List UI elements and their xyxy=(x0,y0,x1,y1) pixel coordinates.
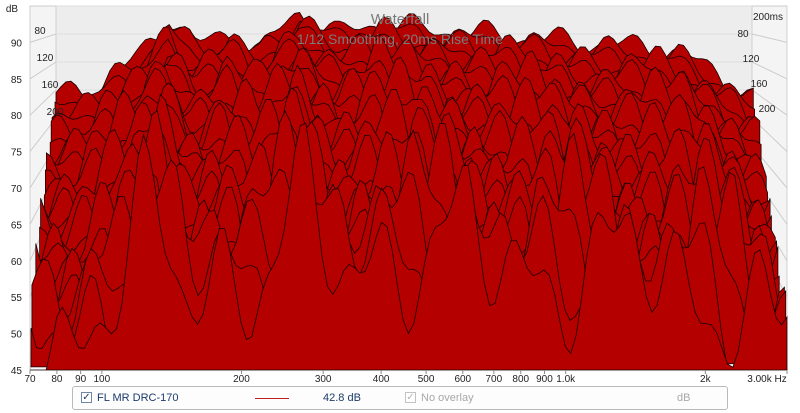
grid-line xyxy=(751,33,788,43)
y-tick-label: 65 xyxy=(11,220,23,231)
time-tick-label-left: 200 xyxy=(47,107,64,118)
time-tick-label-right: 200ms xyxy=(753,12,783,23)
time-tick-label-right: 200 xyxy=(759,104,776,115)
x-tick-label: 500 xyxy=(418,374,435,384)
y-tick-label: 50 xyxy=(11,330,23,341)
y-tick-label: 70 xyxy=(11,184,23,195)
x-tick-label: 80 xyxy=(51,374,63,384)
time-axis: 80 120 160 200 200ms 80 120 160 200 xyxy=(34,12,783,118)
legend-bar: ✓ FL MR DRC-170 42.8 dB ✓ No overlay dB xyxy=(72,386,728,410)
x-tick-label: 200 xyxy=(233,374,250,384)
trace-name: FL MR DRC-170 xyxy=(97,392,179,404)
waterfall-chart: dB 45 50 55 60 65 70 75 80 85 90 70 80 90 100 200 300 40… xyxy=(6,4,788,384)
waterfall-slices xyxy=(30,12,788,371)
x-axis: 70 80 90 100 200 300 400 500 600 700 800 900 1.0k 2k 3… xyxy=(24,370,788,384)
overlay-checkbox[interactable]: ✓ xyxy=(405,392,416,403)
grid-line xyxy=(29,33,57,43)
y-tick-label: 55 xyxy=(11,293,23,304)
overlay-unit: dB xyxy=(677,392,691,404)
x-tick-label: 800 xyxy=(512,374,529,384)
waterfall-slice xyxy=(30,122,788,371)
x-tick-label: 1.0k xyxy=(556,374,576,384)
chart-subtitle: 1/12 Smoothing, 20ms Rise Time xyxy=(297,31,503,47)
time-tick-label-right: 120 xyxy=(743,54,760,65)
y-tick-label: 45 xyxy=(11,366,23,377)
x-tick-label: 400 xyxy=(373,374,390,384)
time-tick-label-right: 160 xyxy=(751,79,768,90)
x-tick-label: 3.00k Hz xyxy=(747,374,786,384)
x-tick-label: 900 xyxy=(536,374,553,384)
grid-line xyxy=(751,89,788,116)
time-tick-label-left: 80 xyxy=(34,26,46,37)
x-tick-label: 300 xyxy=(315,374,332,384)
trace-color-swatch xyxy=(255,387,289,409)
y-tick-label: 85 xyxy=(11,75,23,86)
y-tick-label: 80 xyxy=(11,111,23,122)
x-tick-label: 90 xyxy=(75,374,87,384)
grid-line xyxy=(29,61,57,80)
y-tick-label: 60 xyxy=(11,257,23,268)
trace-checkbox[interactable]: ✓ xyxy=(81,392,92,403)
y-tick-label: 75 xyxy=(11,148,23,159)
time-tick-label-left: 160 xyxy=(42,80,59,91)
trace-value: 42.8 dB xyxy=(323,392,361,404)
x-tick-label: 2k xyxy=(700,374,712,384)
y-tick-label: 90 xyxy=(11,38,23,49)
x-tick-label: 700 xyxy=(485,374,502,384)
chart-title: Waterfall xyxy=(371,11,430,28)
overlay-label: No overlay xyxy=(421,392,474,404)
time-tick-label-left: 120 xyxy=(37,53,54,64)
x-tick-label: 70 xyxy=(24,374,36,384)
time-tick-label-right: 80 xyxy=(737,29,749,40)
y-axis: dB 45 50 55 60 65 70 75 80 85 90 xyxy=(6,4,23,377)
x-tick-label: 600 xyxy=(454,374,471,384)
grid-line xyxy=(751,61,788,80)
grid-line xyxy=(29,89,57,116)
y-axis-unit: dB xyxy=(6,4,19,15)
x-tick-label: 100 xyxy=(94,374,111,384)
